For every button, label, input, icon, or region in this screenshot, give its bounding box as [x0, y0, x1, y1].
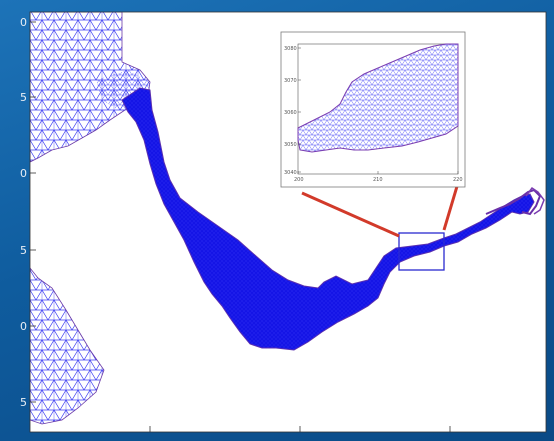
inset-xtick-2: 220 — [453, 177, 463, 183]
ytick-label-3: 5 — [20, 244, 27, 257]
ytick-label-2: 0 — [20, 167, 27, 180]
river-upstream — [485, 188, 542, 216]
inset-ytick-3: 3050 — [284, 142, 297, 148]
inset-zoom: 3080 3070 3060 3050 3040 200 210 220 — [280, 31, 466, 188]
axis-frame — [29, 11, 547, 433]
connector-line-left — [301, 191, 400, 238]
inset-ytick-2: 3060 — [284, 110, 297, 116]
inset-ytick-1: 3070 — [284, 78, 297, 84]
river-tip — [525, 186, 545, 215]
ytick-label-0: 0 — [20, 16, 27, 29]
zoom-region-box — [398, 232, 445, 271]
ytick-label-1: 5 — [20, 91, 27, 104]
ytick-label-5: 5 — [20, 396, 27, 409]
estuary-mesh — [121, 87, 535, 351]
inset-mesh — [297, 43, 459, 153]
connector-line-right — [442, 182, 460, 231]
ytick-label-4: 0 — [20, 320, 27, 333]
offshore-mesh-upper — [30, 12, 151, 163]
offshore-mesh-lower — [30, 267, 105, 425]
inset-ytick-4: 3040 — [284, 170, 297, 176]
inset-xtick-1: 210 — [373, 177, 383, 183]
inset-xtick-0: 200 — [294, 177, 304, 183]
inset-ytick-0: 3080 — [284, 46, 297, 52]
